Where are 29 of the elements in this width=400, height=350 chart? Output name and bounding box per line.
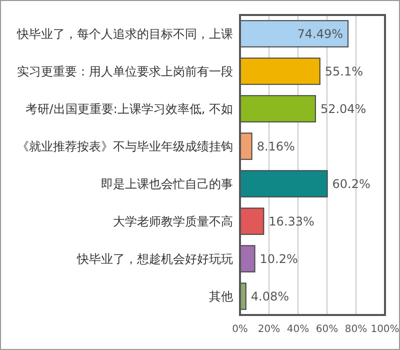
x-tick-label: 100%	[370, 324, 400, 335]
data-label: 52.04%	[320, 102, 366, 116]
bar	[240, 132, 252, 160]
data-label: 10.2%	[260, 252, 298, 266]
y-tick-label: 实习更重要：用人单位要求上岗前有一段	[17, 64, 233, 78]
data-label: 74.49%	[297, 26, 344, 41]
bar	[240, 20, 349, 48]
x-tick-label: 20%	[258, 324, 280, 335]
y-tick-label: 考研/出国更重要:上课学习效率低, 不如	[25, 102, 233, 116]
data-label: 4.08%	[250, 289, 290, 304]
y-tick-label: 快毕业了，每个人追求的目标不同，上课	[16, 26, 233, 41]
y-tick-label: 《就业推荐按表》不与毕业年级成绩挂钩	[17, 139, 233, 154]
bar	[240, 245, 256, 272]
y-tick-label: 大学老师教学质量不高	[113, 214, 233, 228]
y-tick-label: 快毕业了，想趁机会好好玩玩	[76, 252, 233, 266]
data-label: 60.2%	[332, 176, 370, 191]
y-tick-label: 其他	[209, 289, 233, 304]
bar	[240, 208, 264, 235]
bar	[240, 58, 320, 85]
x-tick-label: 60%	[316, 324, 338, 335]
y-tick-label: 即是上课也会忙自己的事	[101, 176, 233, 191]
bar	[240, 95, 316, 122]
bar	[240, 170, 328, 198]
data-label: 55.1%	[324, 64, 364, 78]
data-label: 16.33%	[268, 214, 314, 228]
x-tick-label: 80%	[344, 324, 368, 335]
x-tick-label: 0%	[232, 324, 248, 335]
x-tick-label: 40%	[286, 324, 310, 335]
data-label: 8.16%	[256, 139, 295, 154]
